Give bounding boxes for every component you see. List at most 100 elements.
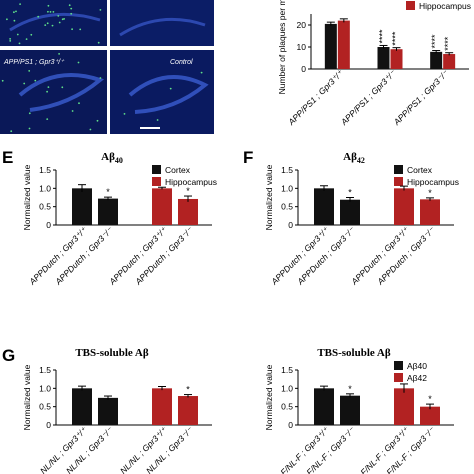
micro-image-bl	[0, 50, 107, 134]
plaque-dot	[9, 38, 12, 40]
significance-mark: *	[428, 394, 432, 404]
significance-mark: *	[348, 384, 352, 394]
y-tick-label: 0.5	[281, 202, 293, 212]
legend-swatch	[394, 361, 403, 370]
x-tick-label: NL/NL ; Gpr3⁺/⁺	[118, 424, 169, 474]
bar	[443, 54, 456, 69]
plaque-dot	[70, 12, 73, 15]
chart-title-subscript: 40	[115, 156, 123, 165]
chart-title: TBS-soluble Aβ	[317, 347, 391, 359]
y-axis-title: Normalized value	[22, 364, 32, 430]
plaque-dot	[61, 18, 64, 21]
bar	[178, 396, 198, 425]
micro-label-right: Control	[170, 59, 193, 66]
y-tick-label: 0.5	[39, 402, 51, 412]
plaque-dot	[47, 86, 50, 88]
bar	[337, 20, 350, 70]
y-tick-label: 0	[46, 220, 51, 230]
bar	[377, 47, 390, 69]
bar	[394, 388, 414, 425]
plaque-dot	[47, 10, 49, 13]
y-tick-label: 0	[46, 420, 51, 430]
y-tick-label: 1.0	[39, 183, 51, 193]
significance-mark: ****	[443, 36, 453, 51]
bar	[72, 188, 92, 225]
bar	[152, 388, 172, 425]
plaque-dot	[89, 128, 92, 131]
plaque-dot	[63, 18, 65, 20]
significance-mark: ****	[430, 34, 440, 49]
y-tick-label: 0	[301, 64, 306, 74]
plaque-dot	[79, 28, 82, 31]
y-tick-label: 1.0	[39, 383, 51, 393]
plaque-dot	[28, 70, 31, 72]
bar	[340, 199, 360, 225]
chart-title-subscript: 42	[357, 156, 365, 165]
plaque-dot	[77, 61, 80, 64]
y-axis-title: Normalized value	[22, 164, 32, 230]
legend-swatch	[152, 177, 161, 186]
plaque-dot	[13, 19, 16, 22]
chart-title: TBS-soluble Aβ	[75, 347, 149, 359]
plaque-dot	[46, 90, 48, 93]
plaque-dot	[200, 71, 203, 74]
plaque-dot	[78, 102, 80, 105]
y-tick-label: 1.0	[281, 183, 293, 193]
legend-swatch	[394, 373, 403, 382]
tissue-arc	[18, 73, 105, 112]
y-tick-label: 1.5	[281, 365, 293, 375]
significance-mark: *	[106, 187, 110, 197]
legend-swatch	[152, 165, 161, 174]
plaque-dot	[23, 82, 26, 85]
y-tick-label: 1.5	[39, 365, 51, 375]
significance-mark: *	[186, 186, 190, 196]
plaque-dot	[34, 79, 37, 82]
bar	[420, 406, 440, 425]
x-tick-label: NL/NL ; Gpr3⁻/⁻	[144, 424, 195, 474]
chart-D: 0 10 20 Number of plaques per mm² Hippocampu…	[277, 0, 471, 128]
legend-label: Hippocampus	[419, 1, 471, 11]
plaque-dot	[44, 24, 47, 26]
plaque-dot	[169, 87, 172, 90]
plaque-dot	[97, 41, 100, 44]
bar	[72, 388, 92, 425]
legend-swatch	[394, 165, 403, 174]
plaque-dot	[46, 118, 49, 120]
bar	[178, 198, 198, 225]
y-tick-label: 0	[288, 420, 293, 430]
x-tick-label: APP/PS1 ; Gpr3⁺/⁻	[338, 67, 398, 127]
legend-label: Hippocampus	[165, 177, 217, 187]
y-tick-label: 10	[297, 42, 307, 52]
x-tick-label: NL/NL ; Gpr3⁺/⁺	[38, 424, 89, 474]
chart-E: 0 0.5 1.0 1.5 Normalized value E Aβ40 Cortex Hip…	[2, 148, 217, 287]
chart-title: Aβ40	[101, 151, 123, 165]
bar	[314, 188, 334, 225]
significance-mark: *	[348, 188, 352, 198]
y-axis-title: Normalized value	[264, 364, 274, 430]
bar	[340, 395, 360, 425]
legend-label: Cortex	[165, 165, 191, 175]
plaque-dot	[10, 130, 13, 133]
y-tick-label: 0.5	[281, 402, 293, 412]
micro-label-left: APP/PS1 ; Gpr3⁺/⁺	[3, 59, 65, 66]
bar	[430, 51, 443, 69]
chart-title: Aβ42	[343, 151, 365, 165]
plaque-dot	[99, 9, 102, 11]
significance-mark: *	[428, 188, 432, 198]
x-tick-label: APP/PS1 ; Gpr3⁺/⁺	[286, 67, 346, 127]
chart-G1: 0 0.5 1.0 1.5 Normalized value G TBS-soluble A…	[2, 346, 212, 474]
plaque-dot	[25, 38, 28, 40]
plaque-dot	[51, 24, 54, 27]
plaque-dot	[15, 10, 17, 13]
tissue-arc	[128, 75, 209, 114]
plaque-dot	[58, 53, 60, 55]
plaque-dot	[70, 7, 73, 10]
bar	[420, 199, 440, 225]
plaque-dot	[16, 33, 19, 36]
significance-mark: ****	[391, 31, 401, 46]
tissue-arc	[119, 17, 206, 37]
micro-image-tl	[0, 0, 107, 46]
plaque-dot	[46, 22, 49, 25]
plaque-dot	[99, 77, 102, 79]
